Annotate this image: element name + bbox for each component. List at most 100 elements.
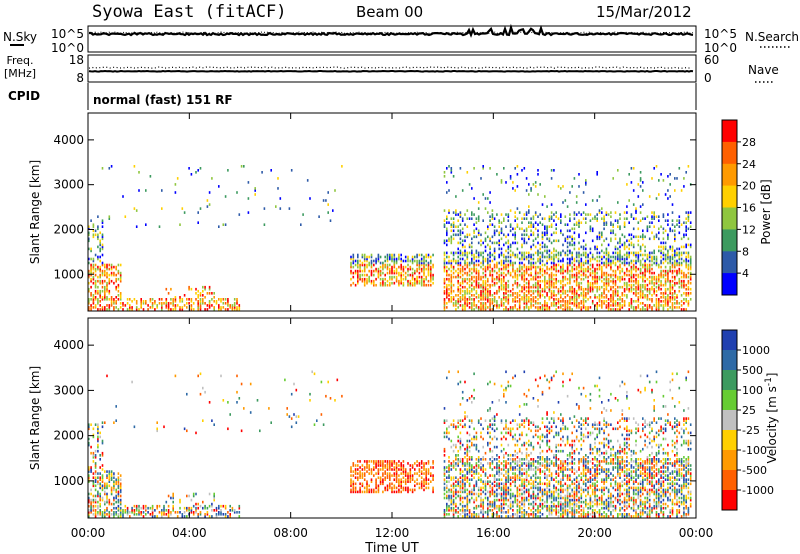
echo-cell <box>464 496 466 500</box>
echo-cell <box>227 304 229 307</box>
echo-cell <box>99 292 101 295</box>
echo-cell <box>662 292 665 295</box>
echo-cell <box>674 277 676 281</box>
echo-cell <box>450 261 453 265</box>
echo-cell <box>106 500 108 504</box>
echo-cell <box>430 255 432 259</box>
echo-cell <box>448 292 450 295</box>
echo-cell <box>578 261 580 265</box>
echo-cell <box>446 269 448 273</box>
echo-cell <box>509 177 512 180</box>
echo-cell <box>662 296 665 299</box>
echo-cell <box>357 279 359 283</box>
echo-cell <box>482 427 484 431</box>
echo-cell <box>518 211 521 214</box>
echo-cell <box>357 255 359 259</box>
colorbar-tick-label: 16 <box>742 202 756 215</box>
echo-cell <box>425 263 427 267</box>
echo-cell <box>521 257 523 261</box>
echo-cell <box>471 478 473 481</box>
echo-cell <box>482 263 484 267</box>
echo-cell <box>416 269 418 273</box>
echo-cell <box>363 257 366 261</box>
echo-cell <box>642 237 644 241</box>
echo-cell <box>530 221 532 224</box>
echo-cell <box>90 466 92 469</box>
echo-cell <box>195 511 197 514</box>
echo-cell <box>598 195 601 198</box>
echo-cell <box>484 287 487 291</box>
echo-cell <box>669 255 671 259</box>
echo-cell <box>461 419 464 422</box>
echo-cell <box>603 217 605 220</box>
echo-cell <box>553 265 555 269</box>
echo-cell <box>534 227 537 231</box>
echo-cell <box>489 425 491 429</box>
echo-cell <box>550 241 553 245</box>
echo-cell <box>489 237 491 241</box>
echo-cell <box>448 294 450 297</box>
echo-cell <box>550 279 553 283</box>
echo-cell <box>493 265 496 269</box>
echo-cell <box>455 425 457 429</box>
echo-cell <box>468 490 471 494</box>
echo-cell <box>505 292 507 295</box>
echo-cell <box>471 401 473 404</box>
echo-cell <box>427 470 430 473</box>
echo-cell <box>637 298 640 301</box>
echo-cell <box>498 504 500 508</box>
echo-cell <box>423 273 425 277</box>
echo-cell <box>475 482 478 486</box>
echo-cell <box>480 308 482 311</box>
echo-cell <box>639 249 642 253</box>
echo-cell <box>557 269 560 273</box>
echo-cell <box>172 304 174 307</box>
echo-cell <box>530 277 532 281</box>
echo-cell <box>614 261 617 265</box>
echo-cell <box>644 308 646 311</box>
echo-cell <box>395 269 398 273</box>
echo-cell <box>361 472 364 475</box>
echo-cell <box>674 177 676 180</box>
echo-cell <box>507 219 510 222</box>
echo-cell <box>375 482 377 486</box>
echo-cell <box>126 509 129 512</box>
echo-cell <box>653 255 655 259</box>
echo-cell <box>637 253 640 257</box>
echo-cell <box>475 437 478 441</box>
echo-cell <box>473 437 475 441</box>
echo-cell <box>487 294 489 297</box>
echo-cell <box>110 271 113 275</box>
echo-cell <box>674 235 676 239</box>
echo-cell <box>455 294 457 297</box>
echo-cell <box>384 488 386 492</box>
echo-cell <box>534 296 537 299</box>
echo-cell <box>505 255 507 259</box>
echo-cell <box>664 257 667 261</box>
echo-cell <box>680 308 683 311</box>
echo-cell <box>674 249 676 253</box>
echo-cell <box>395 271 398 275</box>
echo-cell <box>578 294 580 297</box>
echo-cell <box>395 261 398 265</box>
echo-cell <box>555 253 557 257</box>
echo-cell <box>477 419 480 422</box>
echo-cell <box>660 245 662 249</box>
echo-cell <box>218 513 220 516</box>
echo-cell <box>569 191 571 194</box>
echo-cell <box>487 211 489 214</box>
echo-cell <box>534 283 537 287</box>
echo-cell <box>612 308 614 311</box>
echo-cell <box>578 281 580 285</box>
echo-cell <box>119 515 122 518</box>
echo-cell <box>555 277 557 281</box>
echo-cell <box>411 283 414 287</box>
echo-cell <box>614 281 617 285</box>
echo-cell <box>404 265 407 269</box>
echo-cell <box>532 296 535 299</box>
echo-cell <box>555 267 557 271</box>
echo-cell <box>174 183 177 186</box>
echo-cell <box>591 302 594 305</box>
echo-cell <box>94 449 97 453</box>
echo-cell <box>238 506 241 510</box>
